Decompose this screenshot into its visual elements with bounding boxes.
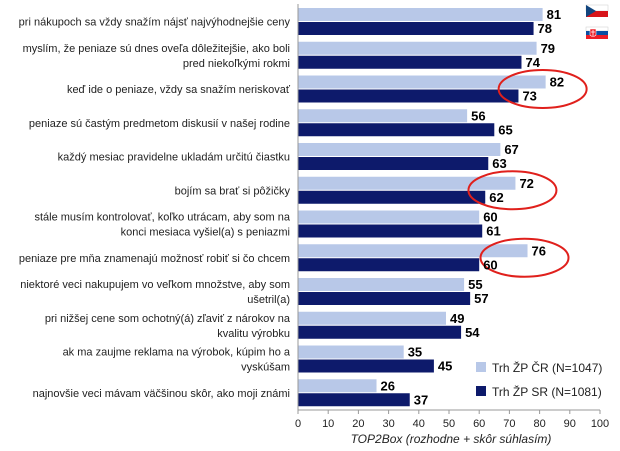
value-label-cr-9: 49: [450, 311, 464, 326]
bar-sr-11: [298, 393, 410, 407]
x-tick-label-70: 70: [503, 418, 515, 430]
czech-flag-icon: [585, 4, 609, 17]
bars: [298, 8, 546, 407]
bar-cr-5: [298, 176, 516, 190]
value-label-cr-4: 67: [504, 142, 518, 157]
value-label-cr-6: 60: [483, 210, 497, 225]
x-tick-label-50: 50: [443, 418, 455, 430]
category-label-1: myslím, že peniaze sú dnes oveľa dôležit…: [23, 43, 290, 55]
x-tick-label-20: 20: [352, 418, 364, 430]
x-tick-label-30: 30: [382, 418, 394, 430]
x-tick-label-90: 90: [564, 418, 576, 430]
value-label-sr-0: 78: [538, 21, 552, 36]
x-tick-label-80: 80: [533, 418, 545, 430]
bar-sr-0: [298, 22, 534, 35]
value-label-sr-4: 63: [492, 156, 506, 171]
bar-cr-2: [298, 75, 546, 89]
x-tick-label-10: 10: [322, 418, 334, 430]
value-label-cr-11: 26: [381, 378, 395, 393]
bar-sr-3: [298, 123, 495, 137]
x-tick-label-60: 60: [473, 418, 485, 430]
x-tick-label-40: 40: [413, 418, 425, 430]
highlight-ellipse-7: [479, 237, 570, 278]
category-label-10: ak ma zaujme reklama na výrobok, kúpim h…: [63, 347, 291, 359]
bar-cr-7: [298, 244, 528, 258]
value-label-sr-10: 45: [438, 359, 452, 374]
value-label-cr-0: 81: [547, 7, 561, 22]
flags: [585, 4, 609, 39]
x-axis: 0 10 20 30 40 50 60 70 80 90 100 TOP2Box (rozhodne …: [295, 4, 609, 446]
x-tick-label-100: 100: [591, 418, 609, 430]
value-label-cr-8: 55: [468, 277, 482, 292]
bar-cr-0: [298, 8, 543, 21]
category-label-11: najnovšie veci mávam väčšinou skôr, ako …: [33, 388, 290, 400]
category-label-8: ušetril(a): [247, 294, 290, 306]
bar-cr-10: [298, 345, 404, 359]
value-label-cr-1: 79: [541, 41, 555, 56]
category-label-9: kvalitu výrobku: [217, 328, 290, 340]
value-label-cr-5: 72: [519, 176, 533, 191]
category-label-6: konci mesiaca vyšiel(a) s peniazmi: [121, 227, 290, 239]
bar-sr-9: [298, 325, 462, 339]
category-label-6: stále musím kontrolovať, koľko utrácam, …: [34, 212, 290, 224]
value-label-cr-7: 76: [532, 243, 546, 258]
value-labels: 8178797482735665676372626061766055574954…: [381, 7, 565, 407]
category-label-0: pri nákupoch sa vždy snažím nájsť najvýh…: [19, 17, 291, 29]
bar-cr-9: [298, 311, 446, 325]
highlight-ellipse-5: [467, 170, 558, 211]
bar-sr-8: [298, 292, 471, 305]
legend-swatch-sr: [476, 386, 486, 396]
value-label-sr-7: 60: [483, 257, 497, 272]
legend-label-cr: Trh ŽP ČR (N=1047): [492, 360, 602, 375]
bar-cr-8: [298, 278, 465, 291]
highlight-ellipses: [467, 69, 588, 278]
category-label-1: pred niekoľkými rokmi: [183, 58, 290, 70]
category-label-2: keď ide o peniaze, vždy sa snažím nerisk…: [67, 84, 291, 96]
value-label-sr-2: 73: [522, 89, 536, 104]
bar-sr-2: [298, 89, 519, 103]
value-label-cr-2: 82: [550, 75, 564, 90]
x-tick-label-0: 0: [295, 418, 301, 430]
category-label-10: vyskúšam: [241, 362, 290, 374]
value-label-sr-11: 37: [414, 392, 428, 407]
bar-cr-3: [298, 109, 468, 123]
value-label-sr-6: 61: [486, 224, 500, 239]
value-label-cr-3: 56: [471, 108, 485, 123]
category-label-5: bojím sa brať si pôžičky: [175, 185, 291, 197]
x-axis-title: TOP2Box (rozhodne + skôr súhlasím): [351, 432, 552, 446]
category-label-8: niektoré veci nakupujem vo veľkom množst…: [20, 279, 290, 291]
value-label-sr-9: 54: [465, 325, 480, 340]
bar-cr-6: [298, 210, 480, 224]
value-label-sr-1: 74: [525, 55, 540, 70]
value-label-cr-10: 35: [408, 345, 422, 360]
bar-cr-11: [298, 379, 377, 393]
bar-sr-4: [298, 157, 489, 170]
bar-sr-1: [298, 55, 522, 69]
category-label-4: každý mesiac pravidelne ukladám určitú č…: [58, 152, 290, 164]
bar-sr-5: [298, 190, 486, 204]
legend: Trh ŽP ČR (N=1047) Trh ŽP SR (N=1081): [476, 360, 602, 399]
category-label-7: peniaze pre mňa znamenajú možnosť robiť …: [19, 253, 290, 265]
category-label-3: peniaze sú častým predmetom diskusií v n…: [29, 118, 290, 130]
legend-label-sr: Trh ŽP SR (N=1081): [492, 384, 602, 399]
bar-sr-10: [298, 359, 434, 373]
highlight-ellipse-2: [497, 69, 588, 109]
category-label-9: pri nižšej cene som ochotný(á) zľaviť z …: [45, 313, 291, 325]
bar-cr-1: [298, 41, 537, 55]
bar-sr-6: [298, 224, 483, 238]
category-labels: pri nákupoch sa vždy snažím nájsť najvýh…: [19, 17, 291, 400]
value-label-sr-3: 65: [498, 122, 512, 137]
bar-cr-4: [298, 143, 501, 156]
legend-swatch-cr: [476, 362, 486, 372]
bar-sr-7: [298, 258, 480, 272]
slovak-flag-icon: [585, 26, 609, 39]
value-label-sr-8: 57: [474, 291, 488, 306]
value-label-sr-5: 62: [489, 190, 503, 205]
